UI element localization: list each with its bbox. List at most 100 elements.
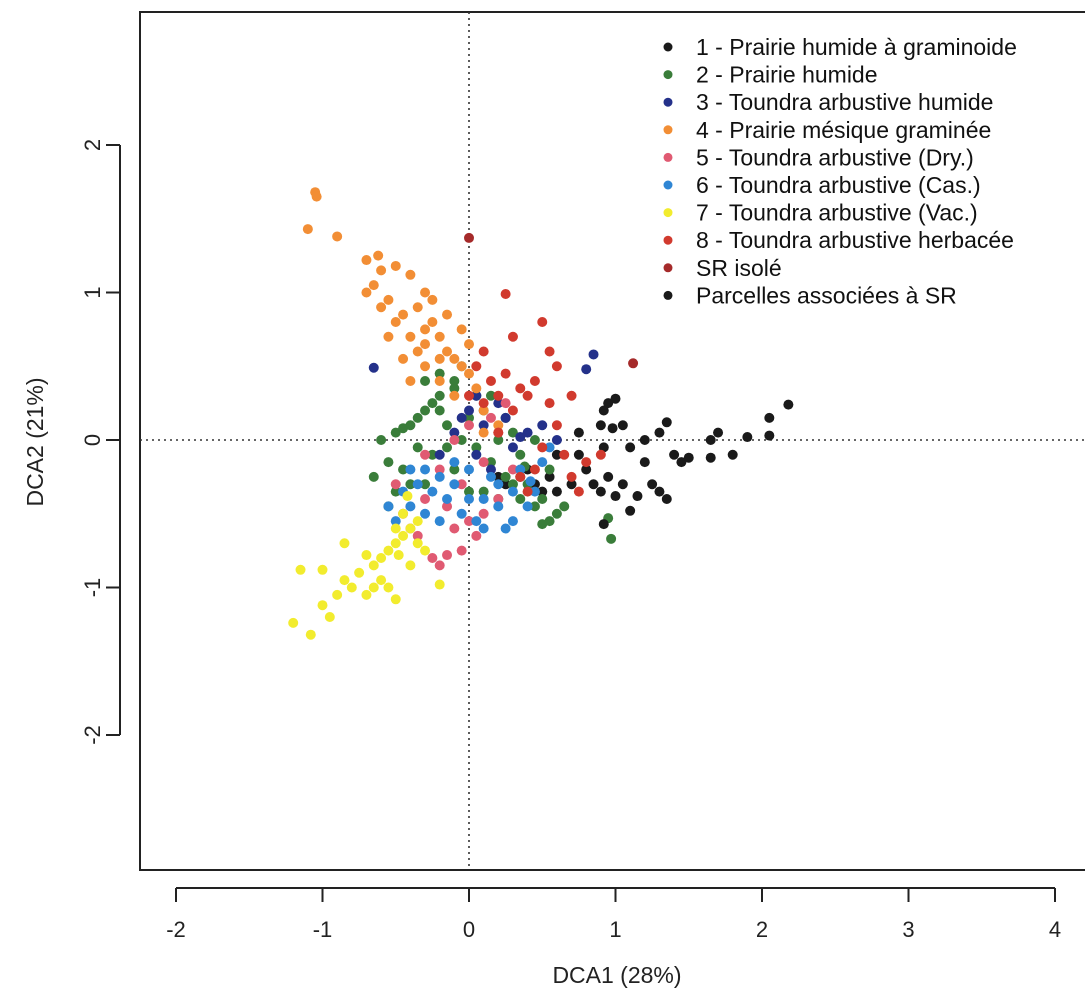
legend-marker bbox=[663, 97, 673, 107]
data-point bbox=[339, 575, 350, 586]
data-point bbox=[507, 442, 518, 453]
data-point bbox=[420, 339, 431, 350]
data-point bbox=[317, 600, 328, 611]
data-point bbox=[573, 427, 584, 438]
data-point bbox=[727, 449, 738, 460]
data-point bbox=[595, 420, 606, 431]
data-point bbox=[522, 501, 533, 512]
data-point bbox=[500, 523, 511, 534]
data-point bbox=[603, 471, 614, 482]
data-point bbox=[427, 449, 438, 460]
data-point bbox=[515, 471, 526, 482]
data-point bbox=[339, 538, 350, 549]
data-point bbox=[420, 361, 431, 372]
legend-marker bbox=[663, 180, 673, 190]
data-point bbox=[471, 442, 482, 453]
data-point bbox=[449, 353, 460, 364]
data-point bbox=[478, 486, 489, 497]
data-point bbox=[493, 494, 504, 504]
data-point bbox=[376, 265, 387, 276]
data-point bbox=[368, 582, 379, 593]
data-point bbox=[412, 530, 423, 541]
data-point bbox=[632, 491, 643, 502]
data-point bbox=[442, 494, 453, 504]
data-point bbox=[376, 435, 387, 445]
data-point bbox=[544, 442, 555, 453]
data-point bbox=[566, 471, 577, 482]
legend-label: 1 - Prairie humide à graminoide bbox=[696, 34, 1017, 60]
legend-label: Parcelles associées à SR bbox=[696, 282, 957, 308]
data-point bbox=[525, 476, 536, 487]
data-point bbox=[537, 442, 548, 453]
data-point bbox=[288, 617, 299, 628]
data-point bbox=[390, 486, 401, 497]
data-point bbox=[398, 508, 409, 519]
data-point bbox=[464, 516, 474, 527]
data-point bbox=[471, 449, 482, 460]
data-point bbox=[478, 346, 489, 357]
data-point bbox=[598, 519, 609, 530]
data-point bbox=[434, 353, 445, 364]
data-point bbox=[522, 390, 533, 401]
data-point bbox=[529, 501, 540, 512]
data-point bbox=[607, 423, 618, 434]
data-point bbox=[383, 457, 394, 468]
data-point bbox=[485, 412, 496, 423]
data-point bbox=[434, 464, 445, 475]
x-tick-label: 0 bbox=[463, 917, 475, 942]
data-point bbox=[471, 383, 482, 394]
data-point bbox=[346, 582, 357, 593]
data-point bbox=[412, 516, 423, 527]
data-point bbox=[405, 523, 416, 534]
data-point bbox=[559, 501, 570, 512]
data-point bbox=[669, 449, 680, 460]
data-point bbox=[588, 349, 599, 360]
data-point bbox=[507, 516, 518, 527]
legend-label: 4 - Prairie mésique graminée bbox=[696, 117, 991, 143]
data-point bbox=[617, 479, 628, 490]
y-axis-title: DCA2 (21%) bbox=[22, 377, 48, 506]
data-point bbox=[373, 250, 384, 261]
data-point bbox=[551, 486, 562, 497]
data-point bbox=[471, 361, 482, 372]
data-point bbox=[478, 427, 489, 438]
data-points bbox=[288, 187, 794, 640]
data-point bbox=[515, 494, 526, 504]
data-point bbox=[566, 390, 577, 401]
data-point bbox=[464, 486, 474, 497]
data-point bbox=[544, 464, 555, 475]
data-point bbox=[376, 575, 387, 586]
data-point bbox=[398, 353, 409, 364]
data-point bbox=[383, 294, 394, 305]
data-point bbox=[705, 435, 716, 445]
data-point bbox=[544, 471, 555, 482]
data-point bbox=[442, 309, 453, 320]
data-point bbox=[573, 486, 584, 497]
data-point bbox=[449, 523, 460, 534]
data-point bbox=[368, 362, 379, 373]
x-tick-label: -2 bbox=[166, 917, 186, 942]
data-point bbox=[493, 471, 504, 482]
x-tick-label: 4 bbox=[1049, 917, 1061, 942]
data-point bbox=[515, 432, 526, 443]
data-point bbox=[661, 417, 672, 428]
data-point bbox=[383, 545, 394, 556]
data-point bbox=[529, 435, 540, 445]
data-point bbox=[383, 331, 394, 342]
data-point bbox=[449, 383, 460, 394]
data-point bbox=[434, 516, 445, 527]
legend-marker bbox=[663, 290, 673, 300]
data-point bbox=[442, 550, 453, 561]
data-point bbox=[361, 589, 372, 600]
data-point bbox=[405, 464, 416, 475]
data-point bbox=[566, 479, 577, 490]
data-point bbox=[332, 231, 343, 242]
data-point bbox=[507, 405, 518, 416]
data-point bbox=[559, 449, 570, 460]
data-point bbox=[412, 412, 423, 423]
data-point bbox=[464, 339, 474, 350]
data-point bbox=[764, 430, 775, 441]
data-point bbox=[464, 390, 474, 401]
data-point bbox=[464, 494, 474, 504]
data-point bbox=[742, 432, 753, 443]
